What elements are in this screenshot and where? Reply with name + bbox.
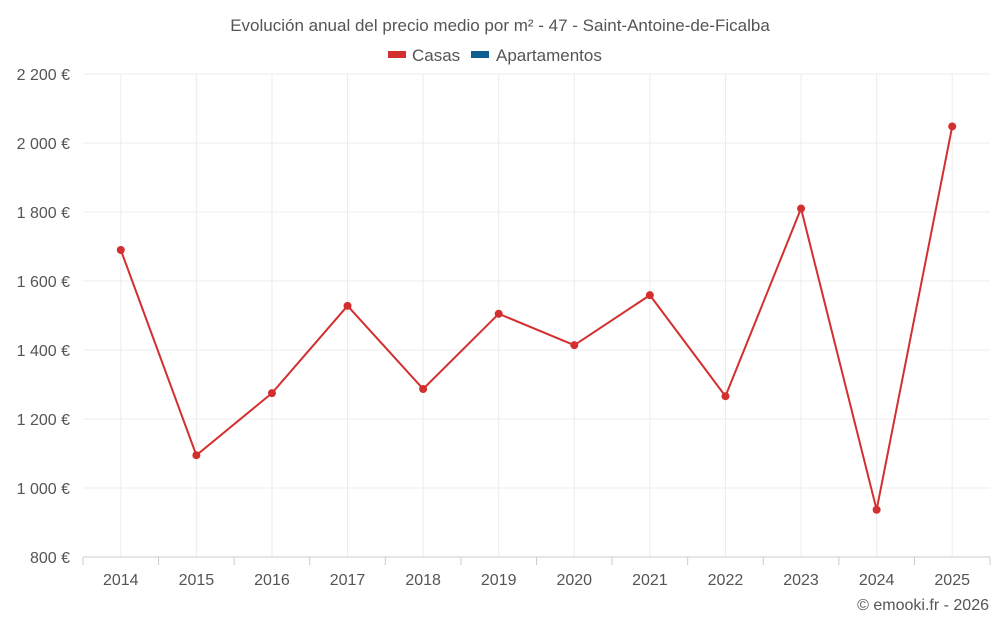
y-axis: 800 € 1 000 € 1 200 € 1 400 € 1 600 € 1 800 €…: [17, 67, 70, 567]
x-tick-label: 2018: [405, 572, 441, 589]
data-point-casas[interactable]: [570, 341, 579, 350]
x-tick-label: 2025: [934, 572, 970, 589]
x-tick-label: 2023: [783, 572, 819, 589]
x-tick-label: 2015: [179, 572, 215, 589]
data-point-casas[interactable]: [872, 505, 881, 514]
data-point-casas[interactable]: [267, 389, 276, 398]
data-point-casas[interactable]: [797, 204, 806, 213]
chart-title: Evolución anual del precio medio por m² …: [230, 16, 770, 35]
legend-label-apartamentos: Apartamentos: [496, 46, 602, 65]
x-tick-label: 2016: [254, 572, 290, 589]
y-tick-label: 1 600 €: [17, 274, 70, 291]
y-tick-label: 1 200 €: [17, 412, 70, 429]
x-tick-label: 2021: [632, 572, 668, 589]
x-axis: 2014 2015 2016 2017 2018 2019 2020 2021 2022 2023…: [82, 556, 991, 589]
y-tick-label: 2 000 €: [17, 136, 70, 153]
data-point-casas[interactable]: [494, 309, 503, 318]
y-tick-label: 2 200 €: [17, 67, 70, 84]
credit-text: © emooki.fr - 2026: [857, 597, 989, 614]
legend[interactable]: Casas Apartamentos: [388, 46, 602, 65]
x-tick-label: 2020: [556, 572, 592, 589]
data-point-casas[interactable]: [721, 392, 730, 401]
series-line-casas: [119, 126, 954, 511]
data-point-casas[interactable]: [192, 451, 201, 460]
legend-swatch-casas: [388, 51, 406, 58]
gridlines: [83, 73, 990, 557]
data-point-casas[interactable]: [343, 301, 352, 310]
legend-item-apartamentos[interactable]: Apartamentos: [471, 46, 602, 65]
x-tick-label: 2024: [859, 572, 895, 589]
legend-swatch-apartamentos: [471, 51, 489, 58]
data-point-casas[interactable]: [645, 291, 654, 300]
data-point-casas[interactable]: [419, 384, 428, 393]
data-point-casas[interactable]: [948, 122, 957, 131]
y-tick-label: 1 800 €: [17, 205, 70, 222]
x-tick-label: 2019: [481, 572, 517, 589]
legend-label-casas: Casas: [412, 46, 460, 65]
data-point-casas[interactable]: [116, 245, 125, 254]
x-tick-label: 2017: [330, 572, 366, 589]
y-tick-label: 1 400 €: [17, 343, 70, 360]
x-tick-label: 2022: [708, 572, 744, 589]
y-tick-label: 1 000 €: [17, 481, 70, 498]
x-tick-label: 2014: [103, 572, 139, 589]
legend-item-casas[interactable]: Casas: [388, 46, 460, 65]
y-tick-label: 800 €: [30, 550, 70, 567]
series-casas: [116, 122, 957, 514]
